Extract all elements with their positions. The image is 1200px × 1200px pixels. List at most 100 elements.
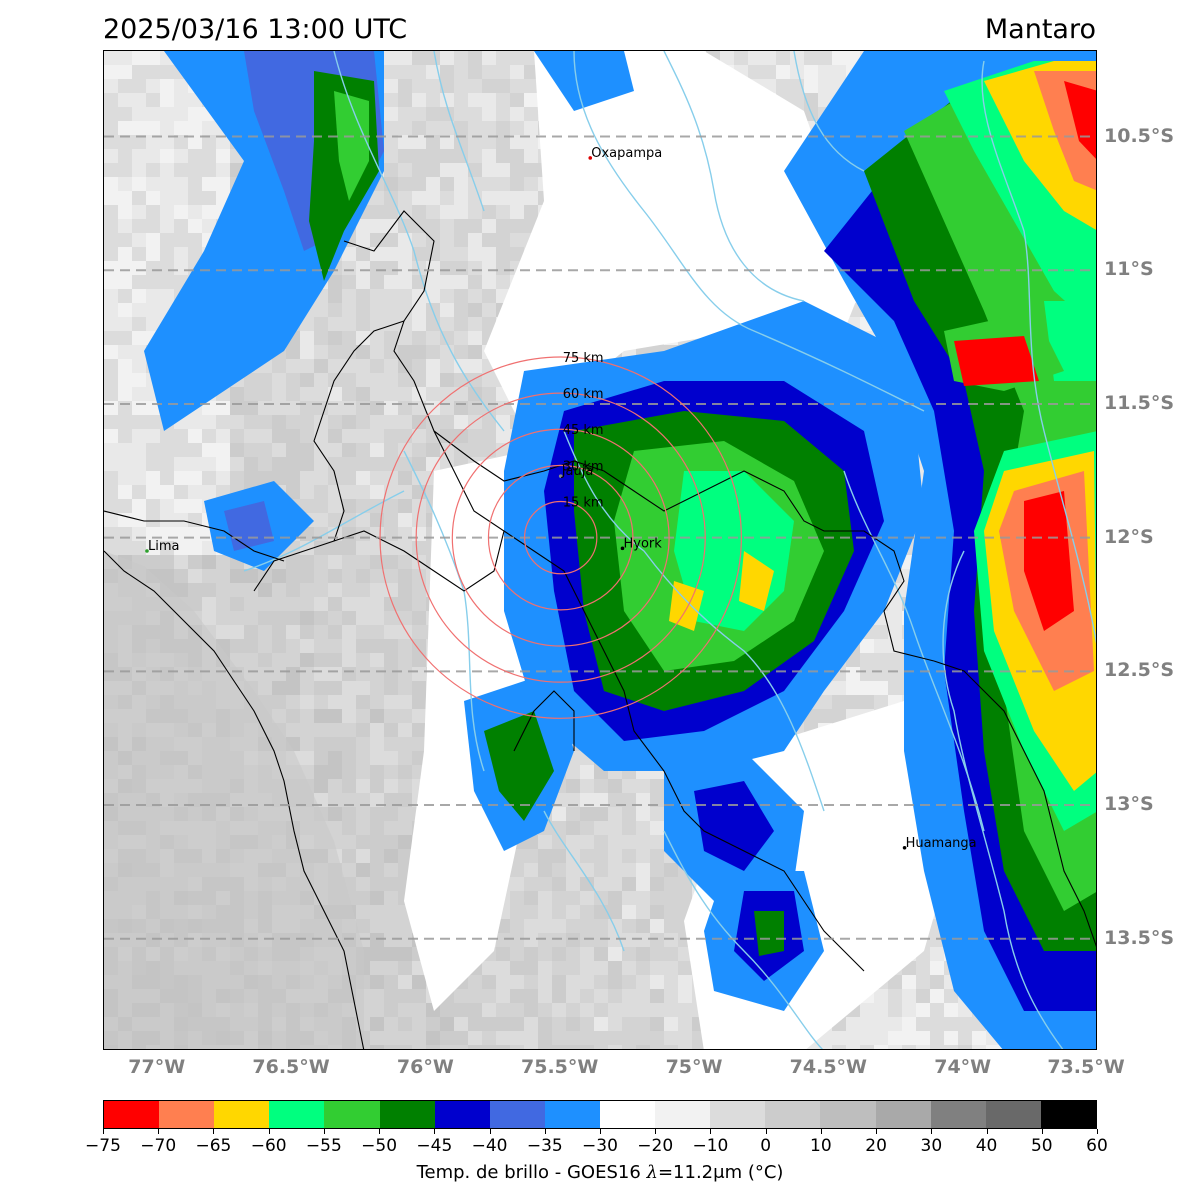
city-marker xyxy=(902,845,907,850)
range-ring-label: 15 km xyxy=(563,495,604,510)
colorbar-title: Temp. de brillo - GOES16 λ=11.2μm (°C) xyxy=(416,1162,784,1183)
colorbar-tick-label: −65 xyxy=(195,1136,232,1156)
colorbar-tick xyxy=(158,1129,160,1134)
colorbar-tick-label: 60 xyxy=(1086,1136,1108,1156)
colorbar-segment xyxy=(985,1101,1041,1128)
city-label: Jauja xyxy=(561,464,594,479)
colorbar-segment xyxy=(599,1101,656,1128)
colorbar-segment xyxy=(214,1101,270,1128)
colorbar-tick-label: −60 xyxy=(250,1136,287,1156)
colorbar-tick-label: 0 xyxy=(760,1136,772,1156)
city-marker xyxy=(558,474,563,478)
colorbar-tick xyxy=(931,1129,933,1134)
colorbar-tick xyxy=(434,1129,436,1134)
city-marker xyxy=(588,156,593,160)
colorbar-tick xyxy=(268,1129,270,1134)
range-ring xyxy=(523,500,598,575)
range-ring xyxy=(415,392,706,683)
satellite-map[interactable]: 15 km 30 km 45 km 60 km 75 km Oxapampa Jauja H… xyxy=(103,50,1097,1050)
colorbar-segment xyxy=(765,1101,821,1128)
longitude-label: 77°W xyxy=(128,1056,186,1078)
datetime-title: 2025/03/16 13:00 UTC xyxy=(103,14,408,45)
colorbar-tick xyxy=(710,1129,712,1134)
range-ring xyxy=(379,356,742,719)
colorbar-tick-label: −75 xyxy=(85,1136,121,1156)
colorbar-tick-label: −20 xyxy=(637,1136,674,1156)
longitude-label: 73.5°W xyxy=(1047,1056,1125,1078)
colorbar-tick-label: −10 xyxy=(692,1136,729,1156)
colorbar-segment xyxy=(710,1101,766,1128)
colorbar-tick-label: 40 xyxy=(975,1136,998,1156)
range-ring xyxy=(451,428,670,647)
colorbar-segment xyxy=(875,1101,931,1128)
longitude-label: 74.5°W xyxy=(789,1056,868,1078)
colorbar-segment xyxy=(489,1101,545,1128)
colorbar-tick-label: −30 xyxy=(582,1136,618,1156)
latitude-label: 10.5°S xyxy=(1104,124,1175,147)
longitude-label: 75.5°W xyxy=(521,1056,599,1078)
colorbar-tick xyxy=(655,1129,657,1134)
colorbar-tick xyxy=(765,1129,767,1134)
range-ring-label: 30 km xyxy=(563,459,604,474)
latitude-label: 13°S xyxy=(1104,793,1154,815)
city-label: Lima xyxy=(148,539,179,554)
colorbar-tick xyxy=(489,1129,491,1134)
city-label: Huamanga xyxy=(906,836,977,851)
colorbar-tick xyxy=(986,1129,988,1134)
river-network xyxy=(243,51,1096,1049)
colorbar-segment xyxy=(379,1101,435,1128)
longitude-label: 74°W xyxy=(934,1056,992,1078)
colorbar-tick xyxy=(213,1129,215,1134)
colorbar-segment xyxy=(324,1101,380,1128)
colorbar-tick xyxy=(600,1129,601,1134)
colorbar-segment xyxy=(930,1101,986,1128)
colorbar-segment xyxy=(820,1101,876,1128)
colorbar-segment xyxy=(159,1101,215,1128)
colorbar-tick-label: −40 xyxy=(471,1136,508,1156)
colorbar-tick-label: −70 xyxy=(140,1136,177,1156)
city-label: Oxapampa xyxy=(591,146,662,161)
latitude-label: 12.5°S xyxy=(1104,659,1175,682)
range-rings: 15 km 30 km 45 km 60 km 75 km xyxy=(379,351,742,719)
colorbar-tick xyxy=(1041,1129,1043,1134)
city-marker xyxy=(145,549,149,553)
colorbar-tick xyxy=(544,1129,546,1134)
colorbar-tick-label: 20 xyxy=(865,1136,887,1156)
colorbar-tick-label: −45 xyxy=(416,1136,453,1156)
latitude-label: 12°S xyxy=(1104,525,1154,548)
colorbar-tick-label: 50 xyxy=(1030,1136,1053,1156)
colorbar-tick-label: −50 xyxy=(361,1136,398,1156)
city-markers: Oxapampa Jauja Hyork Lima Huamanga xyxy=(145,146,977,851)
colorbar-tick-label: −35 xyxy=(526,1136,563,1156)
colorbar-segment xyxy=(544,1101,600,1128)
colorbar-tick xyxy=(820,1129,822,1134)
colorbar-tick-label: −55 xyxy=(305,1136,342,1156)
temperature-colorbar xyxy=(103,1100,1097,1129)
longitude-label: 76.5°W xyxy=(252,1056,330,1078)
range-ring-label: 75 km xyxy=(563,351,604,366)
range-ring-label: 45 km xyxy=(563,423,604,438)
colorbar-tick xyxy=(323,1129,325,1134)
colorbar-segment xyxy=(269,1101,325,1128)
longitude-label: 76°W xyxy=(396,1056,454,1078)
colorbar-segment xyxy=(655,1101,711,1128)
colorbar-tick xyxy=(103,1129,104,1134)
colorbar-segment xyxy=(1040,1101,1096,1128)
city-marker xyxy=(620,546,625,551)
range-ring-label: 60 km xyxy=(563,387,604,402)
latitude-label: 11.5°S xyxy=(1104,391,1175,414)
latitude-gridlines xyxy=(104,135,1096,940)
colorbar-tick-label: 10 xyxy=(810,1136,832,1156)
colorbar-tick xyxy=(379,1129,381,1134)
range-ring xyxy=(487,464,634,611)
longitude-label: 75°W xyxy=(665,1056,723,1078)
latitude-label: 13.5°S xyxy=(1104,926,1175,949)
city-label: Hyork xyxy=(623,536,662,551)
colorbar-tick xyxy=(876,1129,878,1134)
latitude-label: 11°S xyxy=(1104,258,1154,281)
colorbar-segment xyxy=(104,1101,160,1128)
colorbar-tick xyxy=(1097,1129,1098,1134)
colorbar-segment xyxy=(434,1101,490,1128)
region-title: Mantaro xyxy=(984,14,1096,45)
colorbar-tick-label: 30 xyxy=(920,1136,943,1156)
